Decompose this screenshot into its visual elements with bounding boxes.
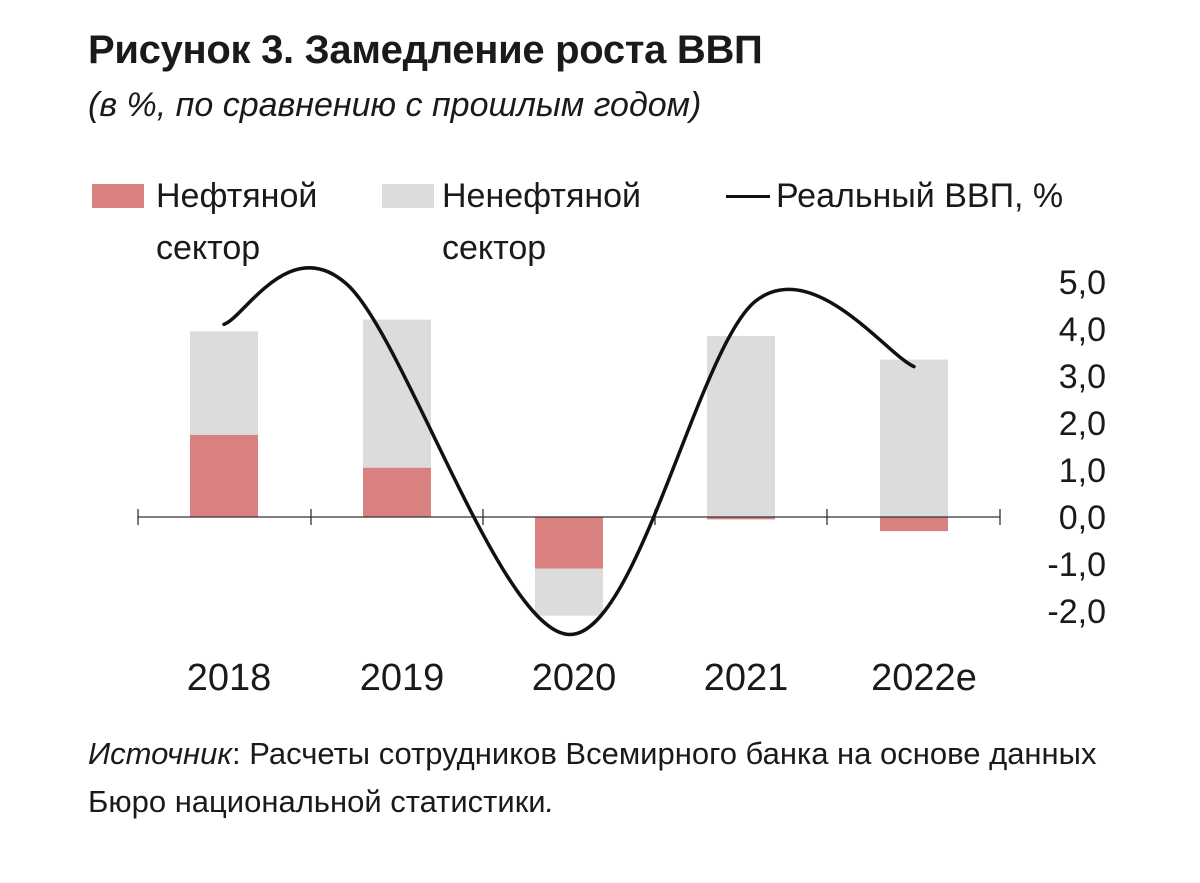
bar-oil-2019 xyxy=(363,467,431,517)
x-tick-label-2019: 2019 xyxy=(360,657,445,699)
x-tick-label-2020: 2020 xyxy=(532,657,617,699)
legend-nonoil: Ненефтяной сектор xyxy=(382,170,641,274)
source-note: Источник: Расчеты сотрудников Всемирного… xyxy=(88,730,1168,826)
y-tick-label-1: 4,0 xyxy=(1059,311,1106,349)
y-tick-label-0: 5,0 xyxy=(1059,264,1106,302)
legend-oil-line1: Нефтяной xyxy=(156,177,318,215)
bar-nonoil-2021 xyxy=(707,336,775,517)
legend-gdp-line xyxy=(726,194,770,198)
source-lead: Источник xyxy=(88,736,232,771)
bar-nonoil-2018 xyxy=(190,331,258,435)
bar-oil-2022e xyxy=(880,517,948,532)
y-tick-label-6: -1,0 xyxy=(1047,546,1106,584)
legend-gdp: Реальный ВВП, % xyxy=(726,170,1063,222)
gdp-line xyxy=(222,266,916,637)
bar-nonoil-2020 xyxy=(535,568,603,616)
legend-gdp-label: Реальный ВВП, % xyxy=(776,177,1064,215)
legend-nonoil-line2: сектор xyxy=(442,229,547,267)
x-tick-label-2021: 2021 xyxy=(704,657,789,699)
source-text: : Расчеты сотрудников Всемирного банка н… xyxy=(88,736,1097,819)
bar-oil-2021 xyxy=(707,517,775,520)
source-end: . xyxy=(545,784,555,819)
legend-nonoil-swatch xyxy=(382,184,434,208)
chart-subtitle: (в %, по сравнению с прошлым годом) xyxy=(88,86,702,124)
y-tick-label-4: 1,0 xyxy=(1059,452,1106,490)
y-tick-label-3: 2,0 xyxy=(1059,405,1106,443)
x-tick-label-2018: 2018 xyxy=(187,657,272,699)
bar-nonoil-2019 xyxy=(363,319,431,468)
y-tick-label-5: 0,0 xyxy=(1059,499,1106,537)
legend-nonoil-line1: Ненефтяной xyxy=(442,177,642,215)
y-tick-label-2: 3,0 xyxy=(1059,358,1106,396)
legend-oil-swatch xyxy=(92,184,144,208)
x-tick-label-2022e: 2022e xyxy=(871,657,977,699)
legend-oil-line2: сектор xyxy=(156,229,261,267)
legend-oil: Нефтяной сектор xyxy=(92,170,317,274)
chart-title: Рисунок 3. Замедление роста ВВП xyxy=(88,28,763,72)
bar-oil-2018 xyxy=(190,434,258,517)
bar-nonoil-2022e xyxy=(880,359,948,517)
bar-oil-2020 xyxy=(535,517,603,569)
y-tick-label-7: -2,0 xyxy=(1047,593,1106,631)
